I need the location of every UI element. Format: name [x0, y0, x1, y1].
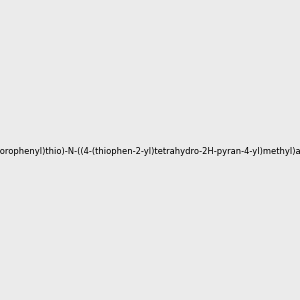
Text: 2-((4-fluorophenyl)thio)-N-((4-(thiophen-2-yl)tetrahydro-2H-pyran-4-yl)methyl)ac: 2-((4-fluorophenyl)thio)-N-((4-(thiophen… — [0, 147, 300, 156]
